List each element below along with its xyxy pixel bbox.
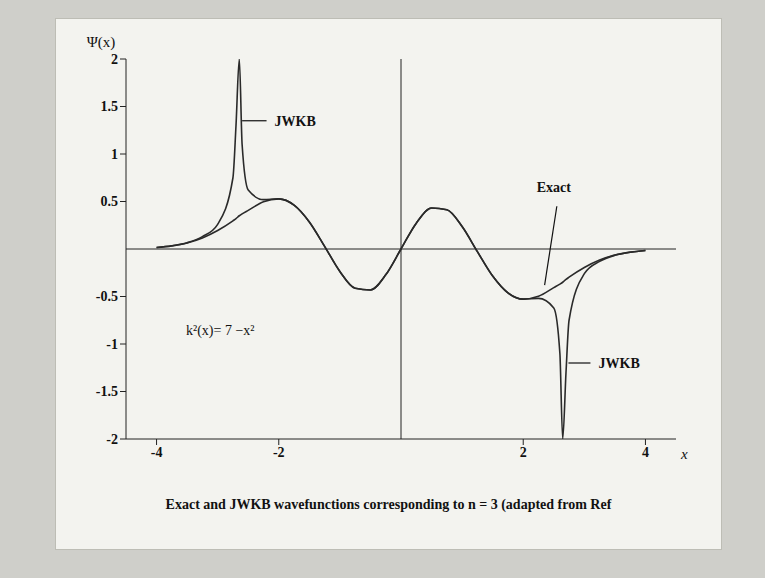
svg-text:0.5: 0.5 xyxy=(101,194,119,209)
svg-text:2: 2 xyxy=(520,445,527,460)
html-text:Exact and JWKB wavefunctions c: Exact and JWKB wavefunctions correspondi… xyxy=(165,497,612,512)
svg-text:-2: -2 xyxy=(106,432,118,447)
svg-text:JWKB: JWKB xyxy=(275,114,316,129)
svg-text:1: 1 xyxy=(111,147,118,162)
svg-text:Exact: Exact xyxy=(537,180,572,195)
svg-text:JWKB: JWKB xyxy=(599,356,640,371)
svg-text:k²(x)= 7 −x²: k²(x)= 7 −x² xyxy=(186,323,255,339)
svg-text:2: 2 xyxy=(111,52,118,67)
svg-text:-4: -4 xyxy=(151,445,163,460)
svg-text:1.5: 1.5 xyxy=(101,99,119,114)
svg-text:4: 4 xyxy=(642,445,649,460)
svg-text:-0.5: -0.5 xyxy=(96,289,118,304)
svg-text:Ψ(x): Ψ(x) xyxy=(87,34,116,51)
svg-text:-2: -2 xyxy=(273,445,285,460)
svg-text:x: x xyxy=(680,446,688,462)
svg-text:-1.5: -1.5 xyxy=(96,384,118,399)
svg-text:-1: -1 xyxy=(106,337,118,352)
